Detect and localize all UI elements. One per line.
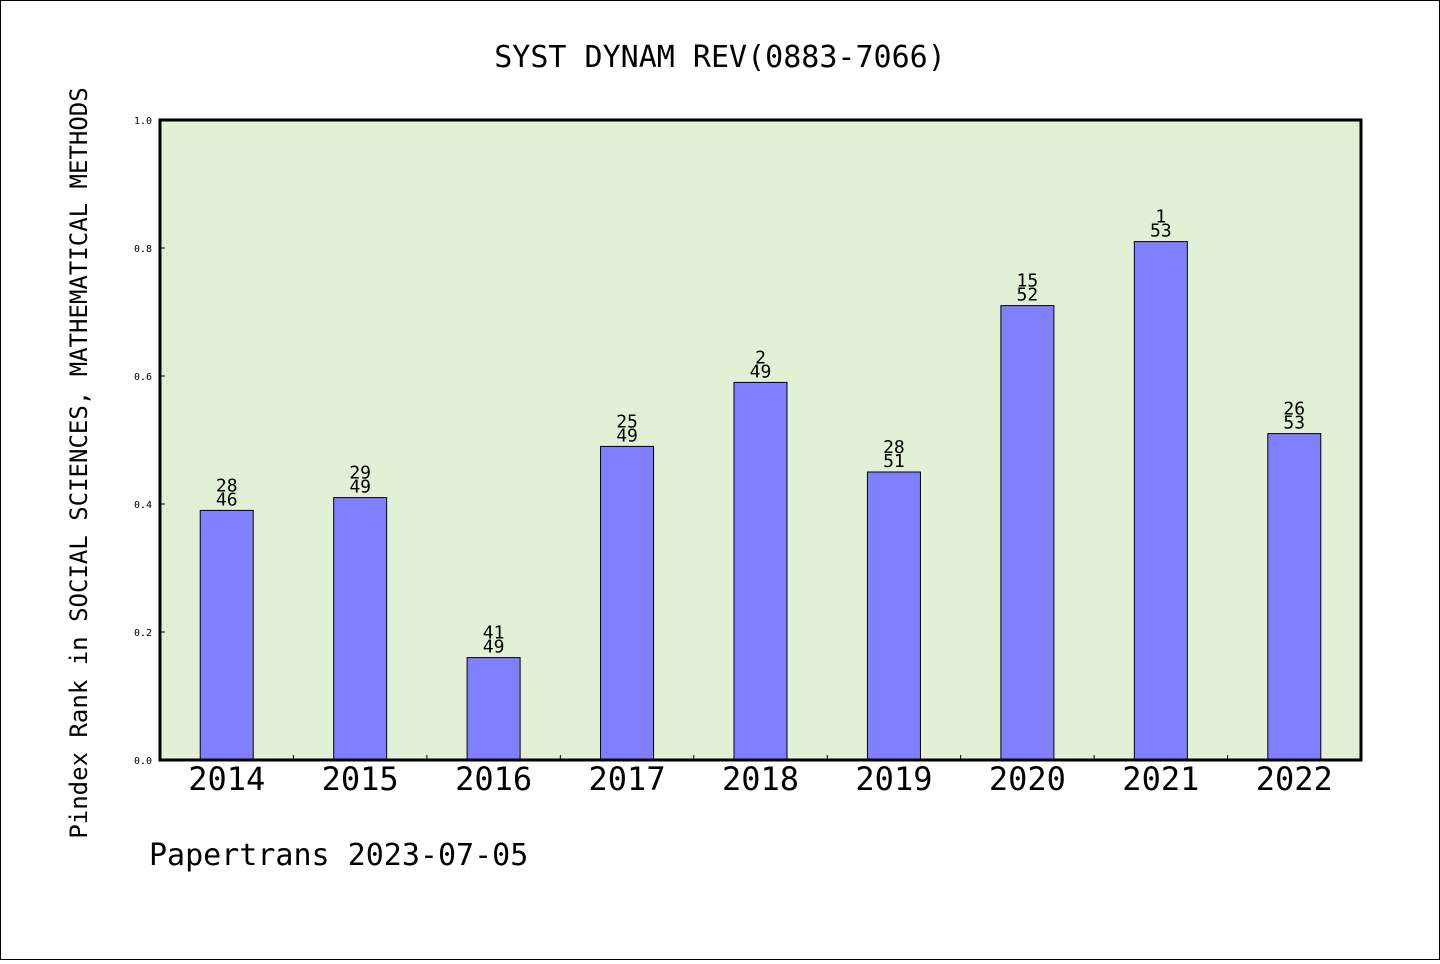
y-tick-label: 0.8 [134, 244, 152, 255]
bar-2022 [1267, 433, 1322, 761]
bar-total-label: 49 [616, 425, 638, 446]
bar-total-label: 53 [1283, 413, 1305, 434]
bar-2020 [1000, 305, 1055, 761]
bar-total-label: 49 [750, 361, 772, 382]
plot-border [158, 118, 1363, 762]
bar-2021 [1133, 241, 1188, 761]
bar-rank-label: 15 [1017, 271, 1039, 292]
bar-total-label: 46 [216, 489, 238, 510]
bars [199, 241, 1322, 761]
bar-2016 [466, 657, 521, 761]
x-tick-label: 2017 [589, 760, 666, 798]
bar-rank-label: 28 [216, 475, 238, 496]
bar-rank-label: 1 [1155, 207, 1166, 228]
bar-total-label: 49 [349, 477, 371, 498]
bar-total-label: 49 [483, 637, 505, 658]
bar-2015 [333, 497, 388, 761]
x-tick-label: 2018 [722, 760, 799, 798]
bar-rank-label: 28 [883, 437, 905, 458]
x-tick-label: 2021 [1122, 760, 1199, 798]
x-tick-label: 2014 [188, 760, 265, 798]
x-axis-ticks: 2014 2015 2016 2017 2018 2019 2020 2021 2022 [188, 755, 1333, 798]
footer-credit: Papertrans 2023-07-05 [149, 838, 528, 873]
bar-2014 [199, 509, 254, 761]
bar-rank-label: 2 [755, 347, 766, 368]
y-tick-label: 0.0 [134, 756, 152, 767]
bar-2018 [733, 381, 788, 761]
x-tick-label: 2020 [989, 760, 1066, 798]
bar-2019 [866, 471, 921, 761]
bar-2017 [600, 445, 655, 761]
bar-total-label: 52 [1017, 285, 1039, 306]
x-tick-label: 2015 [322, 760, 399, 798]
x-tick-label: 2019 [855, 760, 932, 798]
y-tick-label: 0.6 [134, 372, 152, 383]
bar-rank-label: 25 [616, 411, 638, 432]
y-tick-label: 0.4 [134, 500, 152, 511]
x-tick-label: 2022 [1256, 760, 1333, 798]
bar-rank-label: 29 [349, 463, 371, 484]
x-tick-label: 2016 [455, 760, 532, 798]
bar-rank-label: 41 [483, 623, 505, 644]
chart-title: SYST DYNAM REV(0883-7066) [494, 40, 946, 75]
y-tick-label: 1.0 [134, 116, 152, 127]
bar-total-label: 53 [1150, 221, 1172, 242]
bar-total-label: 51 [883, 451, 905, 472]
y-axis-label: Pindex Rank in SOCIAL SCIENCES, MATHEMAT… [65, 87, 93, 838]
y-tick-label: 0.2 [134, 628, 152, 639]
bar-rank-label: 26 [1283, 399, 1305, 420]
